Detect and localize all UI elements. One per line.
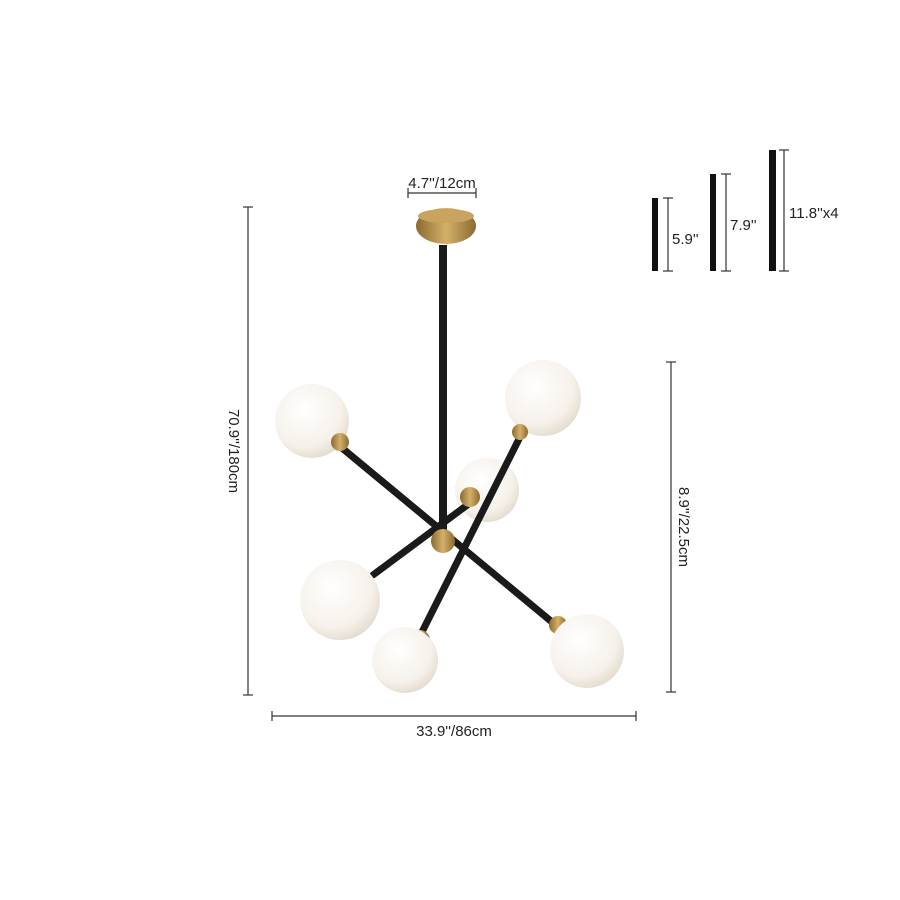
center-hub — [431, 529, 455, 553]
overall-height-label: 70.9''/180cm — [225, 409, 242, 493]
globe-lower-right — [550, 614, 624, 688]
globe-bottom — [372, 627, 438, 693]
globe-upper-left — [275, 384, 349, 458]
rod-short — [652, 198, 658, 271]
canopy-width-label: 4.7''/12cm — [408, 175, 475, 192]
rod-short-label: 5.9'' — [672, 231, 699, 248]
rod-medium — [710, 174, 716, 271]
overall-width-label: 33.9''/86cm — [416, 723, 492, 740]
globe-left — [300, 560, 380, 640]
rod-long-label: 11.8''x4 — [789, 205, 839, 222]
globe-upper-right — [505, 360, 581, 436]
dimension-lines — [243, 149, 789, 721]
rod-medium-label: 7.9'' — [730, 217, 757, 234]
down-rod — [439, 245, 447, 535]
rod-long — [769, 150, 776, 271]
fixture-height-label: 8.9''/22.5cm — [675, 487, 692, 567]
